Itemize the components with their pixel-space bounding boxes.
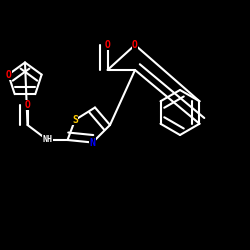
- Text: N: N: [90, 138, 96, 147]
- Text: S: S: [72, 115, 78, 125]
- Text: O: O: [24, 100, 30, 110]
- Text: O: O: [6, 70, 11, 80]
- Text: O: O: [104, 40, 110, 50]
- Text: NH: NH: [42, 136, 52, 144]
- Text: O: O: [132, 40, 138, 50]
